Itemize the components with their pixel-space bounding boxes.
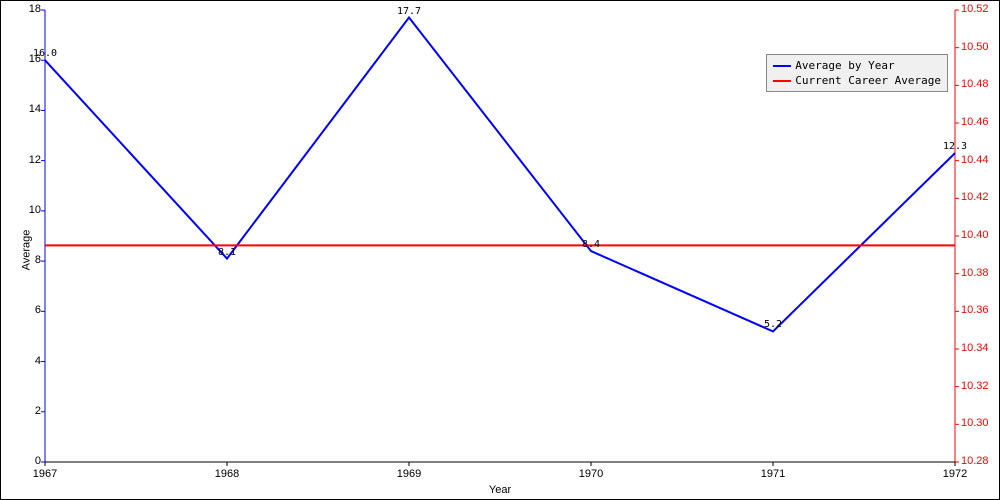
y-right-tick-label: 10.34 bbox=[961, 342, 989, 354]
legend-swatch bbox=[773, 65, 791, 67]
y-left-tick-label: 0 bbox=[13, 455, 41, 467]
y-right-tick-label: 10.48 bbox=[961, 78, 989, 90]
legend-label: Current Career Average bbox=[795, 73, 941, 88]
y-right-tick-label: 10.44 bbox=[961, 154, 989, 166]
y-left-tick-label: 4 bbox=[13, 355, 41, 367]
x-tick-label: 1972 bbox=[943, 468, 967, 480]
data-point-label: 5.2 bbox=[764, 319, 782, 330]
legend-item: Average by Year bbox=[773, 58, 941, 73]
data-point-label: 17.7 bbox=[397, 5, 421, 16]
y-left-tick-label: 6 bbox=[13, 304, 41, 316]
chart-container: Average Year Average by Year Current Car… bbox=[0, 0, 1000, 500]
y-left-tick-label: 12 bbox=[13, 154, 41, 166]
y-left-tick-label: 14 bbox=[13, 103, 41, 115]
legend-label: Average by Year bbox=[795, 58, 894, 73]
y-right-tick-label: 10.42 bbox=[961, 191, 989, 203]
legend: Average by Year Current Career Average bbox=[766, 54, 948, 92]
x-tick-label: 1969 bbox=[397, 468, 421, 480]
y-right-tick-label: 10.30 bbox=[961, 417, 989, 429]
y-left-tick-label: 8 bbox=[13, 254, 41, 266]
data-point-label: 16.0 bbox=[33, 48, 57, 59]
y-left-tick-label: 10 bbox=[13, 204, 41, 216]
y-right-tick-label: 10.28 bbox=[961, 455, 989, 467]
y-right-tick-label: 10.32 bbox=[961, 380, 989, 392]
y-right-tick-label: 10.52 bbox=[961, 3, 989, 15]
x-tick-label: 1968 bbox=[215, 468, 239, 480]
x-axis-label: Year bbox=[489, 484, 511, 496]
legend-swatch bbox=[773, 80, 791, 82]
y-left-tick-label: 18 bbox=[13, 3, 41, 15]
data-point-label: 12.3 bbox=[943, 141, 967, 152]
y-left-tick-label: 2 bbox=[13, 405, 41, 417]
y-right-tick-label: 10.50 bbox=[961, 41, 989, 53]
x-tick-label: 1971 bbox=[761, 468, 785, 480]
y-right-tick-label: 10.36 bbox=[961, 304, 989, 316]
data-point-label: 8.4 bbox=[582, 239, 600, 250]
y-right-tick-label: 10.40 bbox=[961, 229, 989, 241]
y-right-tick-label: 10.46 bbox=[961, 116, 989, 128]
y-right-tick-label: 10.38 bbox=[961, 267, 989, 279]
x-tick-label: 1970 bbox=[579, 468, 603, 480]
legend-item: Current Career Average bbox=[773, 73, 941, 88]
x-tick-label: 1967 bbox=[33, 468, 57, 480]
data-point-label: 8.1 bbox=[218, 246, 236, 257]
